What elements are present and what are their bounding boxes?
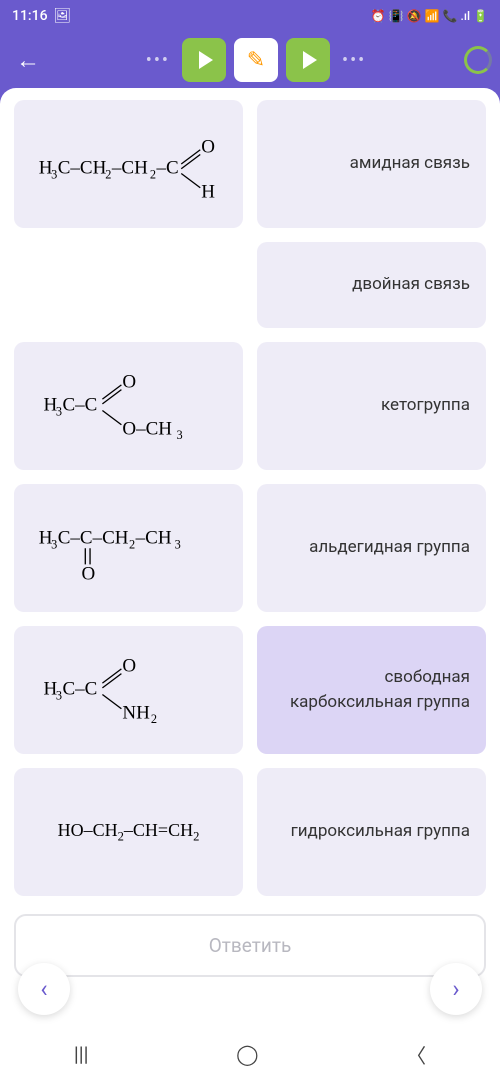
prev-button[interactable]: ‹: [18, 963, 70, 1015]
status-bar: 11:16 🖼 ⏰ 📳 🔕 📶 📞 .ıl 🔋: [0, 0, 500, 32]
back-button[interactable]: ←: [8, 38, 48, 83]
svg-text:NH: NH: [122, 703, 150, 724]
option-card-2[interactable]: кетогруппа: [257, 342, 486, 470]
content-area: H 3 C–CH 2 –CH 2 –C O H амидная связь дв…: [0, 88, 500, 1025]
play-icon: [303, 51, 317, 69]
status-icons: ⏰ 📳 🔕 📶 📞 .ıl 🔋: [371, 9, 488, 23]
svg-text:O: O: [201, 137, 215, 158]
svg-text:3: 3: [176, 428, 182, 442]
gallery-icon: 🖼: [54, 8, 72, 24]
svg-text:C–C: C–C: [62, 679, 97, 700]
progress-ring-icon[interactable]: [464, 46, 492, 74]
option-label: свободная карбоксильная группа: [273, 665, 470, 716]
pencil-icon: ✎: [247, 48, 265, 73]
svg-text:2: 2: [105, 167, 111, 181]
home-button[interactable]: ◯: [236, 1042, 258, 1066]
svg-text:O–CH: O–CH: [122, 419, 172, 440]
molecule-card-5[interactable]: HO–CH2–CH=CH2: [14, 768, 243, 896]
molecule-text-5: HO–CH2–CH=CH2: [58, 820, 200, 845]
option-label: двойная связь: [352, 272, 470, 298]
next-button[interactable]: ›: [430, 963, 482, 1015]
play-prev-button[interactable]: [182, 38, 226, 82]
svg-text:3: 3: [51, 537, 57, 551]
option-label: кетогруппа: [381, 393, 470, 419]
edit-button[interactable]: ✎: [234, 38, 278, 82]
molecule-svg-4: H 3 C–C O NH 2: [34, 647, 224, 733]
option-card-1[interactable]: двойная связь: [257, 242, 486, 328]
svg-text:–C: –C: [155, 158, 178, 179]
option-card-3[interactable]: альдегидная группа: [257, 484, 486, 612]
chevron-left-icon: ‹: [40, 975, 47, 1003]
chevron-right-icon: ›: [452, 975, 459, 1003]
answer-button[interactable]: Ответить: [14, 914, 486, 977]
svg-text:–CH: –CH: [110, 158, 147, 179]
svg-text:3: 3: [174, 537, 180, 551]
molecule-card-1[interactable]: H 3 C–CH 2 –CH 2 –C O H: [14, 100, 243, 228]
play-icon: [199, 51, 213, 69]
molecule-svg-1: H 3 C–CH 2 –CH 2 –C O H: [34, 126, 224, 202]
molecule-card-4[interactable]: H 3 C–C O NH 2: [14, 626, 243, 754]
more-left-icon[interactable]: •••: [142, 50, 174, 71]
svg-text:C–C: C–C: [62, 395, 97, 416]
toolbar: ← ••• ✎ •••: [0, 32, 500, 88]
molecule-svg-3: H 3 C–C–CH 2 –CH 3 O: [34, 515, 224, 582]
system-nav: ||| ◯ 〈: [0, 1025, 500, 1083]
option-card-0[interactable]: амидная связь: [257, 100, 486, 228]
svg-text:2: 2: [149, 167, 155, 181]
svg-text:O: O: [122, 656, 136, 677]
svg-text:C–C–CH: C–C–CH: [57, 527, 128, 548]
option-card-4[interactable]: свободная карбоксильная группа: [257, 626, 486, 754]
status-time: 11:16: [12, 8, 48, 24]
more-right-icon[interactable]: •••: [338, 50, 370, 71]
option-label: амидная связь: [350, 151, 470, 177]
svg-text:C–CH: C–CH: [57, 158, 106, 179]
option-label: альдегидная группа: [309, 535, 470, 561]
svg-text:O: O: [122, 372, 136, 393]
svg-text:3: 3: [51, 167, 57, 181]
molecule-card-2[interactable]: H 3 C–C O O–CH 3: [14, 342, 243, 470]
answer-label: Ответить: [209, 934, 292, 957]
back-sys-button[interactable]: 〈: [406, 1040, 426, 1069]
svg-text:3: 3: [55, 689, 61, 703]
svg-text:O: O: [81, 563, 95, 581]
svg-text:2: 2: [129, 537, 135, 551]
option-label: гидроксильная группа: [291, 819, 470, 845]
svg-text:3: 3: [55, 405, 61, 419]
recents-button[interactable]: |||: [74, 1042, 89, 1066]
svg-text:H: H: [201, 181, 215, 202]
play-next-button[interactable]: [286, 38, 330, 82]
option-card-5[interactable]: гидроксильная группа: [257, 768, 486, 896]
svg-text:–CH: –CH: [134, 527, 171, 548]
molecule-card-3[interactable]: H 3 C–C–CH 2 –CH 3 O: [14, 484, 243, 612]
svg-text:2: 2: [150, 712, 156, 726]
molecule-svg-2: H 3 C–C O O–CH 3: [34, 363, 224, 449]
